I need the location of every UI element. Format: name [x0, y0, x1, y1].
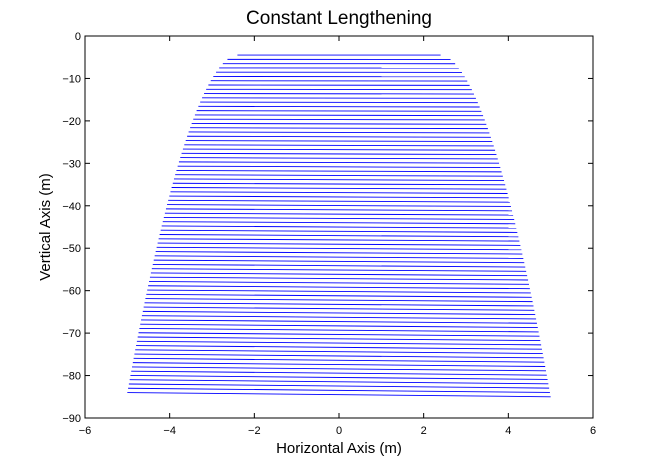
y-tick-label: 0 [75, 31, 81, 43]
line-segment [158, 238, 520, 242]
line-segment [155, 251, 523, 255]
line-segment [190, 127, 488, 130]
y-tick-label: −90 [62, 413, 81, 425]
line-segments [127, 54, 551, 398]
line-segment [141, 315, 537, 320]
line-segment [165, 208, 513, 212]
line-segment [128, 383, 550, 389]
line-segment [198, 105, 480, 108]
y-tick-label: −70 [62, 328, 81, 340]
line-segment [133, 357, 545, 363]
line-segment [129, 379, 549, 385]
line-segment [128, 387, 550, 393]
line-segment [130, 375, 548, 380]
line-segment [194, 114, 484, 117]
line-segment [187, 135, 491, 138]
y-tick-label: −50 [62, 243, 81, 255]
y-tick-label: −40 [62, 201, 81, 213]
y-tick-label: −20 [62, 116, 81, 128]
line-segment [127, 392, 551, 398]
line-segment [142, 310, 536, 316]
line-segment [143, 306, 535, 311]
line-segment [180, 157, 498, 160]
line-segment [157, 242, 521, 246]
line-segment [172, 182, 506, 186]
line-segment [141, 319, 537, 324]
x-tick-label: 0 [336, 425, 342, 437]
line-segment [184, 144, 494, 147]
line-segment [176, 169, 502, 173]
x-axis: −6 −4 −2 0 2 4 6 [79, 36, 596, 437]
line-segment [136, 345, 542, 350]
x-tick-label: 6 [590, 425, 596, 437]
line-segment [182, 148, 496, 151]
line-segment [175, 174, 503, 177]
y-tick-label: −80 [62, 371, 81, 383]
line-segment [200, 101, 478, 104]
line-segment [156, 246, 522, 251]
line-segment [139, 328, 539, 333]
line-segment [181, 152, 497, 156]
y-tick-label: −10 [62, 73, 81, 85]
line-segment [137, 336, 541, 341]
line-segment [168, 199, 510, 203]
line-segment [149, 281, 529, 285]
y-axis-title: Vertical Axis (m) [37, 173, 54, 281]
line-segment [132, 362, 546, 367]
line-segment [161, 225, 517, 229]
line-segment [135, 349, 543, 354]
line-segment [151, 268, 527, 272]
line-segment [147, 289, 531, 294]
line-segment [136, 340, 542, 346]
line-segment [162, 221, 516, 225]
x-tick-label: −2 [248, 425, 261, 437]
line-segment [145, 298, 533, 303]
line-segment [167, 204, 511, 207]
x-tick-label: −4 [163, 425, 176, 437]
line-segment [185, 140, 493, 143]
line-segment [154, 255, 524, 259]
line-segment [152, 263, 526, 268]
line-segment [160, 229, 518, 233]
x-tick-label: 4 [505, 425, 511, 437]
x-tick-label: −6 [79, 425, 92, 437]
line-segment [164, 212, 514, 216]
line-segment [191, 122, 487, 125]
y-tick-label: −60 [62, 286, 81, 298]
line-segment [202, 97, 476, 99]
line-segment [159, 234, 519, 238]
x-tick-label: 2 [421, 425, 427, 437]
line-segment [193, 118, 485, 121]
line-segment [149, 276, 529, 281]
line-segment [144, 302, 534, 307]
line-segment [146, 293, 532, 298]
line-segment [178, 161, 500, 164]
line-segment [138, 332, 540, 337]
line-segment [134, 353, 544, 359]
line-segment [169, 195, 509, 199]
line-segment [163, 216, 515, 220]
line-segment [132, 366, 546, 372]
line-segment [196, 110, 482, 112]
line-segment [131, 370, 547, 376]
line-segment [150, 272, 528, 277]
chart-title: Constant Lengthening [246, 8, 432, 29]
line-segment [153, 259, 525, 264]
line-segment [170, 191, 508, 194]
line-segment [177, 165, 501, 168]
line-segment [171, 187, 507, 190]
line-segment [173, 178, 505, 181]
line-segment [148, 285, 530, 290]
y-tick-label: −30 [62, 158, 81, 170]
x-axis-title: Horizontal Axis (m) [276, 440, 402, 457]
line-segment [140, 323, 538, 329]
y-axis: 0 −10 −20 −30 −40 −50 −60 −70 −80 −90 [62, 31, 593, 425]
line-segment [188, 131, 490, 134]
